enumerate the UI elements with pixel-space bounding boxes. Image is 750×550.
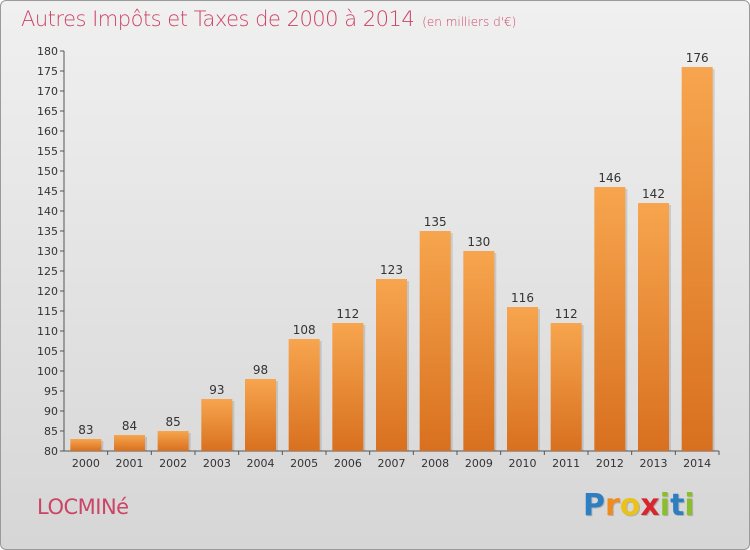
y-tick-label: 90 <box>44 405 58 418</box>
data-label: 142 <box>642 187 665 201</box>
data-labels: 83 84 85 93 98 108 112 123 135 130 116 112 146 142 176 <box>78 51 708 437</box>
bar <box>376 279 407 451</box>
bar <box>638 203 669 451</box>
x-tick-label: 2001 <box>116 457 144 470</box>
x-tick-label: 2007 <box>378 457 406 470</box>
logo-letter: o <box>619 488 641 523</box>
y-tick-label: 175 <box>37 65 58 78</box>
logo-letter: r <box>605 488 620 523</box>
data-label: 146 <box>598 171 621 185</box>
bar <box>201 399 233 451</box>
y-tick-label: 120 <box>37 285 58 298</box>
y-tick-label: 125 <box>37 265 58 278</box>
y-tick-label: 105 <box>37 345 58 358</box>
x-tick-label: 2004 <box>247 457 275 470</box>
y-tick-label: 140 <box>37 205 58 218</box>
x-tick-label: 2014 <box>683 457 711 470</box>
bar <box>419 231 451 451</box>
y-tick-label: 115 <box>37 305 58 318</box>
data-label: 98 <box>253 363 268 377</box>
x-tick-label: 2011 <box>552 457 580 470</box>
x-tick-label: 2008 <box>421 457 449 470</box>
chart-title: Autres Impôts et Taxes de 2000 à 2014 (en… <box>21 7 516 31</box>
logo-letter: i <box>684 488 695 523</box>
data-label: 108 <box>293 323 316 337</box>
y-tick-label: 155 <box>37 145 58 158</box>
y-tick-label: 165 <box>37 105 58 118</box>
data-label: 123 <box>380 263 403 277</box>
bar <box>681 67 713 451</box>
chart-title-text: Autres Impôts et Taxes de 2000 à 2014 <box>21 7 415 31</box>
y-tick-label: 170 <box>37 85 58 98</box>
bar <box>157 431 189 451</box>
data-label: 112 <box>555 307 578 321</box>
y-tick-label: 145 <box>37 185 58 198</box>
data-label: 135 <box>424 215 447 229</box>
bar <box>245 379 276 451</box>
data-label: 83 <box>78 423 93 437</box>
x-tick-label: 2010 <box>509 457 537 470</box>
x-tick-label: 2006 <box>334 457 362 470</box>
data-label: 112 <box>336 307 359 321</box>
y-tick-label: 110 <box>37 325 58 338</box>
data-label: 93 <box>209 383 224 397</box>
x-tick-label: 2002 <box>159 457 187 470</box>
bar <box>507 307 538 451</box>
logo-letter: i <box>659 488 671 523</box>
y-tick-label: 95 <box>44 385 58 398</box>
proxiti-logo: Proxiti <box>583 488 695 523</box>
data-label: 130 <box>467 235 490 249</box>
y-tick-label: 85 <box>44 425 58 438</box>
y-tick-label: 150 <box>37 165 58 178</box>
y-tick-label: 135 <box>37 225 58 238</box>
bar <box>70 439 102 451</box>
bar <box>594 187 626 451</box>
x-tick-label: 2012 <box>596 457 624 470</box>
logo-letter: P <box>583 488 605 523</box>
y-tick-label: 180 <box>37 45 58 58</box>
data-label: 176 <box>686 51 709 65</box>
bar <box>332 323 364 451</box>
bar <box>114 435 145 451</box>
x-tick-label: 2013 <box>640 457 668 470</box>
chart-title-unit: (en milliers d'€) <box>422 15 517 29</box>
logo-letter: x <box>640 488 660 523</box>
bar <box>463 251 495 451</box>
y-tick-label: 100 <box>37 365 58 378</box>
y-tick-label: 160 <box>37 125 58 138</box>
data-label: 84 <box>122 419 137 433</box>
x-tick-label: 2005 <box>290 457 318 470</box>
y-axis: 80 85 90 95 100 105 110 115 120 125 130 135 140 145 15… <box>37 45 65 458</box>
y-tick-label: 80 <box>44 445 58 458</box>
bar <box>550 323 582 451</box>
commune-name: LOCMINé <box>37 495 129 519</box>
y-tick-label: 130 <box>37 245 58 258</box>
x-tick-label: 2000 <box>72 457 100 470</box>
data-label: 116 <box>511 291 534 305</box>
bars <box>70 67 715 451</box>
logo-letter: t <box>670 488 685 523</box>
x-tick-label: 2003 <box>203 457 231 470</box>
bar <box>288 339 320 451</box>
x-axis: 2000 2001 2002 2003 2004 2005 2006 2007 2008 2009… <box>64 450 720 470</box>
x-tick-label: 2009 <box>465 457 493 470</box>
data-label: 85 <box>166 415 181 429</box>
